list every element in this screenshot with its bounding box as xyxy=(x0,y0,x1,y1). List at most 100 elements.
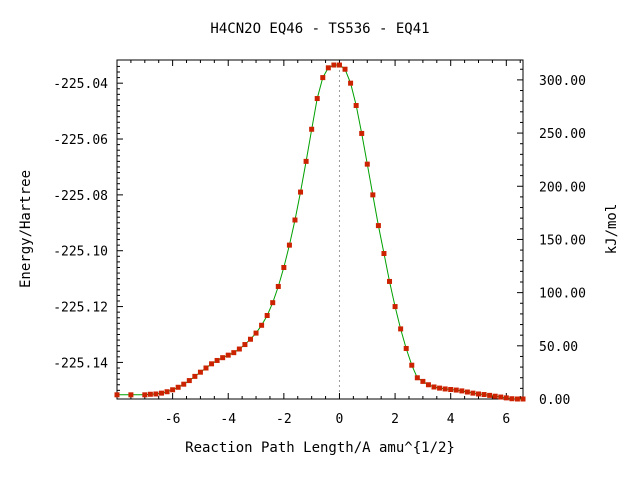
data-point xyxy=(492,393,498,399)
data-point xyxy=(142,392,148,398)
data-point xyxy=(498,394,504,400)
data-point xyxy=(325,65,331,71)
plot-frame xyxy=(116,59,524,400)
data-point xyxy=(298,189,304,195)
data-point xyxy=(409,362,415,368)
y-tick-label: -225.04 xyxy=(53,77,108,92)
data-point xyxy=(314,96,320,102)
data-point xyxy=(437,385,443,391)
y-tick-label: -225.14 xyxy=(53,356,108,371)
x-tick-label: -2 xyxy=(276,412,292,427)
data-point xyxy=(364,161,370,167)
data-point xyxy=(520,396,526,402)
data-point xyxy=(203,365,209,371)
data-point xyxy=(214,357,220,363)
data-point xyxy=(181,381,187,387)
y2-tick-label: 150.00 xyxy=(539,233,586,248)
data-point xyxy=(236,346,242,352)
data-point xyxy=(336,62,342,68)
data-point xyxy=(487,392,493,398)
data-point xyxy=(392,304,398,310)
data-point xyxy=(281,264,287,270)
data-point xyxy=(197,369,203,375)
data-point xyxy=(264,313,270,319)
y-tick-label: -225.08 xyxy=(53,189,108,204)
data-point xyxy=(448,387,454,393)
data-point xyxy=(464,389,470,395)
y2-tick-label: 200.00 xyxy=(539,180,586,195)
data-point xyxy=(303,158,309,164)
data-point xyxy=(128,392,134,398)
data-point xyxy=(114,392,120,398)
x-tick-label: -6 xyxy=(165,412,181,427)
data-point xyxy=(286,242,292,248)
data-point xyxy=(320,75,326,81)
data-point xyxy=(342,66,348,72)
energy-curve xyxy=(117,64,523,400)
data-point xyxy=(375,223,381,229)
data-point xyxy=(292,217,298,223)
data-point xyxy=(220,355,226,361)
data-point xyxy=(259,322,265,328)
x-tick-label: 6 xyxy=(502,412,510,427)
y-tick-label: -225.06 xyxy=(53,133,108,148)
data-point xyxy=(225,352,231,358)
data-point xyxy=(425,382,431,388)
y2-tick-label: 50.00 xyxy=(539,340,578,355)
data-point xyxy=(398,326,404,332)
data-point xyxy=(170,387,176,393)
data-point xyxy=(270,300,276,306)
x-axis-label: Reaction Path Length/A amu^{1/2} xyxy=(185,440,455,456)
data-point xyxy=(359,130,365,136)
y-axis-label: Energy/Hartree xyxy=(18,170,34,288)
x-tick-label: 0 xyxy=(336,412,344,427)
data-point xyxy=(514,396,520,402)
data-point xyxy=(387,278,393,284)
data-point xyxy=(370,192,376,198)
data-point xyxy=(503,395,509,401)
y-tick-label: -225.10 xyxy=(53,245,108,260)
y-tick-label: -225.12 xyxy=(53,301,108,316)
data-point xyxy=(470,390,476,396)
data-point xyxy=(253,330,259,336)
y2-axis-label: kJ/mol xyxy=(604,204,620,255)
y2-tick-label: 300.00 xyxy=(539,74,586,89)
data-point xyxy=(275,283,281,289)
data-point xyxy=(164,389,170,395)
y2-tick-label: 250.00 xyxy=(539,127,586,142)
data-point xyxy=(403,345,409,351)
y2-tick-label: 0.00 xyxy=(539,393,570,408)
y2-tick-label: 100.00 xyxy=(539,287,586,302)
data-point xyxy=(476,391,482,397)
data-point xyxy=(459,388,465,394)
data-point xyxy=(158,390,164,396)
data-point xyxy=(414,375,420,381)
axis-ticks xyxy=(117,60,523,400)
x-tick-label: 4 xyxy=(447,412,455,427)
data-point xyxy=(242,342,248,348)
data-point xyxy=(175,384,181,390)
data-point xyxy=(331,62,337,68)
data-point xyxy=(247,336,253,342)
data-point xyxy=(147,391,153,397)
data-point xyxy=(192,373,198,379)
data-markers xyxy=(114,62,526,402)
data-point xyxy=(348,80,354,86)
data-point xyxy=(309,126,315,132)
chart-title: H4CN2O EQ46 - TS536 - EQ41 xyxy=(210,21,429,37)
x-tick-label: -4 xyxy=(220,412,236,427)
data-point xyxy=(420,378,426,384)
data-point xyxy=(153,391,159,397)
x-tick-label: 2 xyxy=(391,412,399,427)
data-point xyxy=(442,386,448,392)
data-point xyxy=(453,387,459,393)
data-point xyxy=(481,392,487,398)
data-point xyxy=(431,384,437,390)
data-point xyxy=(231,350,237,356)
data-point xyxy=(186,378,192,384)
tick-labels: -6 -4 -2 0 2 4 6 -225.04 -225.06 -225.08 -225.10 -2… xyxy=(53,74,586,427)
data-point xyxy=(509,396,515,402)
data-point xyxy=(381,251,387,257)
data-point xyxy=(209,361,215,367)
